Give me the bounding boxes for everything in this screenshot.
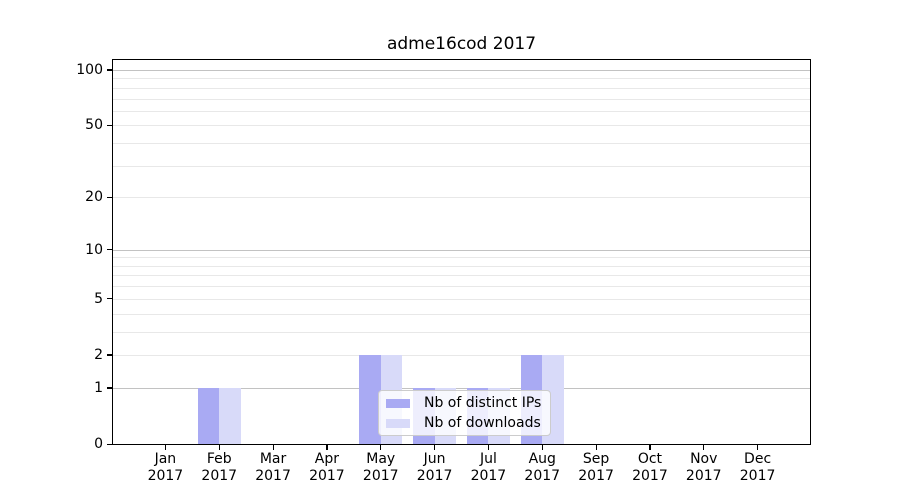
x-tick-label-feb: Feb 2017 <box>201 451 238 484</box>
major-gridline <box>113 249 810 251</box>
x-tickmark <box>541 444 543 450</box>
y-tickmark <box>107 124 113 127</box>
legend: Nb of distinct IPs Nb of downloads <box>378 390 552 436</box>
x-tickmark <box>272 444 274 450</box>
legend-label-distinct-ips: Nb of distinct IPs <box>424 395 542 411</box>
x-tickmark <box>487 444 490 450</box>
minor-gridline <box>113 256 810 258</box>
minor-gridline <box>113 165 810 167</box>
y-tick-label: 5 <box>94 290 103 307</box>
bar-distinct-ips-feb <box>197 387 220 444</box>
y-tick-label: 50 <box>85 117 103 134</box>
bar-distinct-ips-may <box>359 354 381 444</box>
y-tick-label: 1 <box>94 379 103 396</box>
x-tickmark <box>218 444 220 450</box>
x-tick-label-jul: Jul 2017 <box>470 451 507 484</box>
minor-gridline <box>113 196 810 198</box>
x-tickmark <box>703 444 705 450</box>
y-tick-label: 2 <box>94 346 103 363</box>
y-tickmark <box>107 196 113 198</box>
y-tick-label: 20 <box>85 189 103 206</box>
minor-gridline <box>113 298 810 300</box>
legend-item-distinct-ips: Nb of distinct IPs <box>386 393 541 413</box>
x-tickmark <box>595 444 597 450</box>
x-tick-label-jan: Jan 2017 <box>147 451 184 484</box>
x-tick-label-mar: Mar 2017 <box>255 451 291 484</box>
x-tickmark <box>326 444 328 450</box>
minor-gridline <box>113 313 810 315</box>
y-tickmark <box>107 387 113 389</box>
minor-gridline <box>113 142 810 144</box>
minor-gridline <box>113 274 810 276</box>
legend-label-downloads: Nb of downloads <box>424 415 541 431</box>
y-tickmark <box>107 69 113 71</box>
minor-gridline <box>113 265 810 267</box>
y-tickmark <box>107 354 113 356</box>
minor-gridline <box>113 124 810 126</box>
legend-swatch-distinct-ips-icon <box>386 398 410 408</box>
major-gridline <box>113 387 810 389</box>
plot-area <box>112 59 811 445</box>
x-tick-label-sep: Sep 2017 <box>578 451 614 484</box>
y-tickmark <box>107 298 113 300</box>
minor-gridline <box>113 98 810 100</box>
legend-swatch-downloads-icon <box>386 418 410 428</box>
x-tickmark <box>380 444 382 450</box>
x-tick-label-nov: Nov 2017 <box>685 451 722 484</box>
major-gridline <box>113 69 810 71</box>
legend-item-downloads: Nb of downloads <box>386 413 541 433</box>
x-tick-label-jun: Jun 2017 <box>416 451 453 484</box>
x-tickmark <box>164 444 167 450</box>
minor-gridline <box>113 110 810 112</box>
x-tick-label-dec: Dec 2017 <box>739 451 776 484</box>
x-tickmark <box>434 444 436 450</box>
y-tickmark <box>107 443 113 445</box>
x-tick-label-apr: Apr 2017 <box>309 451 345 484</box>
minor-gridline <box>113 87 810 89</box>
x-tickmark <box>649 444 651 450</box>
x-tick-label-aug: Aug 2017 <box>524 451 561 484</box>
minor-gridline <box>113 77 810 79</box>
x-tick-label-oct: Oct 2017 <box>632 451 668 484</box>
minor-gridline <box>113 354 810 356</box>
chart-title: adme16cod 2017 <box>386 34 537 54</box>
y-tick-label: 10 <box>85 241 103 258</box>
x-tickmark <box>757 444 759 450</box>
minor-gridline <box>113 331 810 333</box>
y-tickmark <box>107 249 113 251</box>
x-tick-label-may: May 2017 <box>362 451 399 484</box>
y-tick-label: 100 <box>76 61 103 78</box>
bar-downloads-feb <box>219 387 241 444</box>
minor-gridline <box>113 285 810 287</box>
y-tick-label: 0 <box>94 436 103 452</box>
